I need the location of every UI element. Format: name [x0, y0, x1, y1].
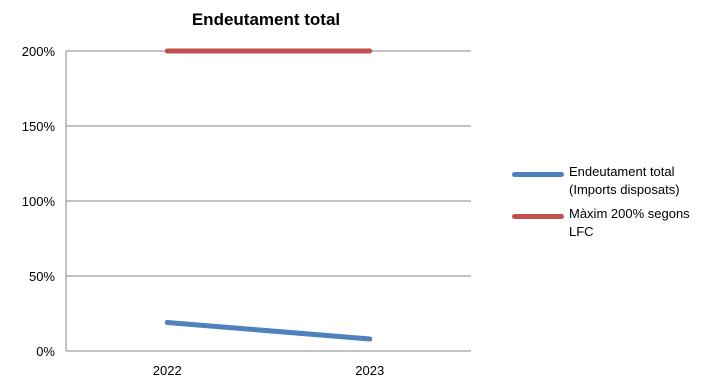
y-tick-label: 50% [29, 269, 55, 284]
series-line-0 [164, 320, 373, 342]
y-tick-label: 0% [36, 344, 55, 359]
legend-label-endeutament: Endeutament total (Imports disposats) [569, 164, 680, 197]
y-tick-label: 100% [22, 194, 56, 209]
legend: Endeutament total (Imports disposats) Mà… [512, 163, 717, 247]
legend-swatch-maxim [512, 214, 564, 219]
chart-title: Endeutament total [192, 10, 340, 29]
y-axis-tick-labels: 0% 50% 100% 150% 200% [22, 44, 56, 359]
legend-item-maxim: Màxim 200% segons LFC [512, 205, 717, 241]
legend-label-maxim: Màxim 200% segons LFC [569, 206, 690, 239]
x-axis-tick-labels: 2022 2023 [153, 363, 384, 378]
series-lines [164, 48, 373, 342]
legend-item-endeutament: Endeutament total (Imports disposats) [512, 163, 717, 199]
x-tick-label: 2022 [153, 363, 182, 378]
x-tick-label: 2023 [355, 363, 384, 378]
grid-lines [65, 50, 471, 352]
legend-swatch-endeutament [512, 172, 564, 177]
y-tick-label: 150% [22, 119, 56, 134]
y-tick-label: 200% [22, 44, 56, 59]
